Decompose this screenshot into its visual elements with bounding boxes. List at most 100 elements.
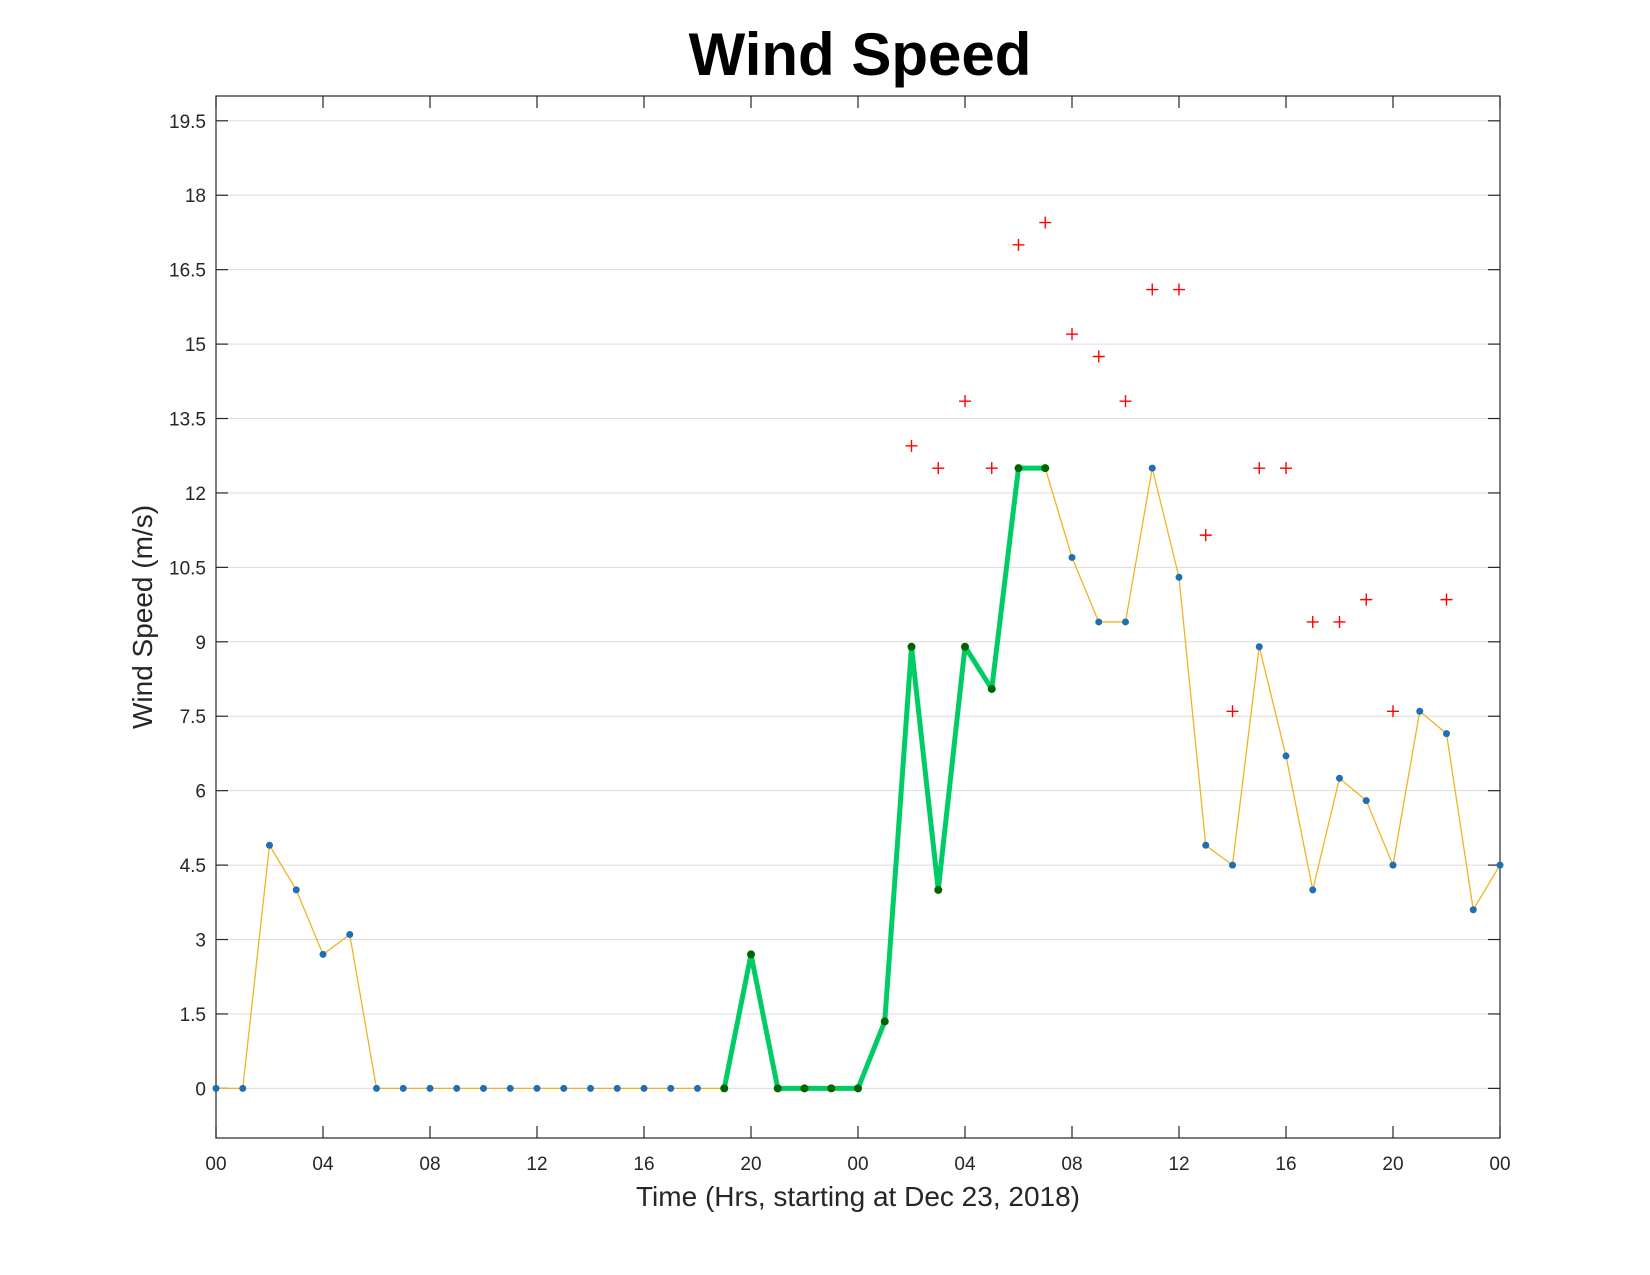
wind-point <box>560 1084 568 1092</box>
x-tick-label: 04 <box>954 1154 976 1175</box>
wind-point <box>480 1084 487 1092</box>
gust-point <box>1280 462 1292 475</box>
wind-point <box>346 931 354 939</box>
x-tick-label: 00 <box>1489 1154 1510 1175</box>
wind-point <box>1095 618 1103 626</box>
highlight-point <box>1041 464 1050 473</box>
highlight-point <box>987 684 996 693</box>
highlight-point <box>961 642 969 651</box>
wind-point <box>239 1084 247 1092</box>
wind-point <box>694 1084 701 1092</box>
highlight-point <box>800 1084 809 1093</box>
wind-point <box>1362 797 1370 805</box>
wind-point <box>212 1084 220 1092</box>
gust-point <box>1066 328 1078 341</box>
x-tick-label: 08 <box>419 1154 440 1175</box>
wind-point <box>1202 841 1210 849</box>
y-tick-label: 6 <box>195 782 206 803</box>
chart-title: Wind Speed <box>689 21 1032 88</box>
highlight-point <box>854 1084 862 1093</box>
gust-point <box>1199 529 1212 542</box>
highlight-point <box>773 1084 782 1093</box>
gust-point <box>932 462 945 475</box>
gust-point <box>985 462 998 475</box>
wind-point <box>1443 730 1450 738</box>
y-tick-label: 19.5 <box>169 112 206 133</box>
wind-point <box>587 1084 594 1092</box>
highlight-point <box>720 1084 729 1093</box>
x-tick-label: 20 <box>740 1154 761 1175</box>
gust-point <box>1226 705 1239 718</box>
wind-point <box>266 841 273 849</box>
x-axis-label: Time (Hrs, starting at Dec 23, 2018) <box>636 1181 1080 1212</box>
gust-point <box>1173 283 1185 296</box>
gust-point <box>1146 283 1159 296</box>
x-tick-label: 00 <box>847 1154 868 1175</box>
gust-point <box>905 439 918 452</box>
y-tick-label: 0 <box>195 1079 206 1100</box>
y-axis-label: Wind Speed (m/s) <box>127 505 158 729</box>
wind-point <box>667 1084 675 1092</box>
highlight-point <box>934 885 943 894</box>
highlight-series-line <box>721 465 1046 1091</box>
gust-point <box>1360 593 1373 606</box>
y-tick-label: 15 <box>185 335 206 356</box>
wind-point <box>506 1084 514 1092</box>
y-tick-label: 16.5 <box>169 261 206 282</box>
y-tick-label: 10.5 <box>169 558 206 579</box>
wind-point <box>1148 464 1156 472</box>
gust-point <box>1440 593 1453 606</box>
y-tick-label: 9 <box>195 633 206 654</box>
y-axis-tick-labels: 0 1.5 3 4.5 6 7.5 9 10.5 12 13.5 15 16.5 18 19.5 <box>169 112 206 1101</box>
x-tick-label: 12 <box>1168 1154 1189 1175</box>
x-tick-label: 08 <box>1061 1154 1082 1175</box>
x-tick-label: 12 <box>526 1154 547 1175</box>
gust-point <box>1306 615 1319 628</box>
wind-point <box>613 1084 621 1092</box>
wind-point <box>319 950 327 958</box>
wind-point <box>373 1084 380 1092</box>
x-tick-label: 16 <box>1275 1154 1296 1175</box>
y-tick-label: 13.5 <box>169 410 206 431</box>
y-tick-label: 7.5 <box>180 707 206 728</box>
gust-point <box>1012 238 1025 251</box>
wind-point <box>292 886 300 894</box>
x-axis-tick-labels: 00 04 08 12 16 20 00 04 08 12 16 20 00 <box>205 1154 1510 1175</box>
wind-point <box>1175 573 1183 581</box>
wind-point <box>1282 752 1290 760</box>
gust-point <box>1253 462 1266 475</box>
wind-point <box>1255 643 1263 651</box>
wind-point <box>399 1084 407 1092</box>
grid <box>216 120 1500 1089</box>
y-tick-label: 4.5 <box>180 856 206 877</box>
wind-point <box>1229 861 1236 869</box>
highlight-point <box>1014 464 1023 473</box>
wind-point <box>1122 618 1129 626</box>
y-tick-label: 3 <box>195 931 206 952</box>
wind-point <box>1068 553 1076 561</box>
plot-frame <box>215 95 1501 1139</box>
series <box>212 216 1504 1093</box>
wind-point <box>1389 861 1397 869</box>
wind-point <box>1469 906 1477 914</box>
wind-point <box>640 1084 648 1092</box>
y-tick-label: 18 <box>185 186 206 207</box>
wind-point <box>1309 886 1317 894</box>
wind-point <box>1416 707 1424 715</box>
y-tick-label: 12 <box>185 484 206 505</box>
wind-point <box>453 1084 461 1092</box>
wind-point <box>1496 861 1504 869</box>
highlight-point <box>747 950 755 959</box>
gust-point <box>1387 705 1399 718</box>
gust-point <box>1119 395 1132 408</box>
x-tick-label: 00 <box>205 1154 226 1175</box>
wind-series-line <box>216 467 1501 1090</box>
x-tick-label: 16 <box>633 1154 654 1175</box>
gust-point <box>959 395 971 408</box>
wind-point <box>533 1084 541 1092</box>
x-tick-label: 04 <box>312 1154 334 1175</box>
highlight-point <box>827 1084 836 1093</box>
highlight-point <box>907 642 916 651</box>
gust-point <box>1039 216 1052 229</box>
